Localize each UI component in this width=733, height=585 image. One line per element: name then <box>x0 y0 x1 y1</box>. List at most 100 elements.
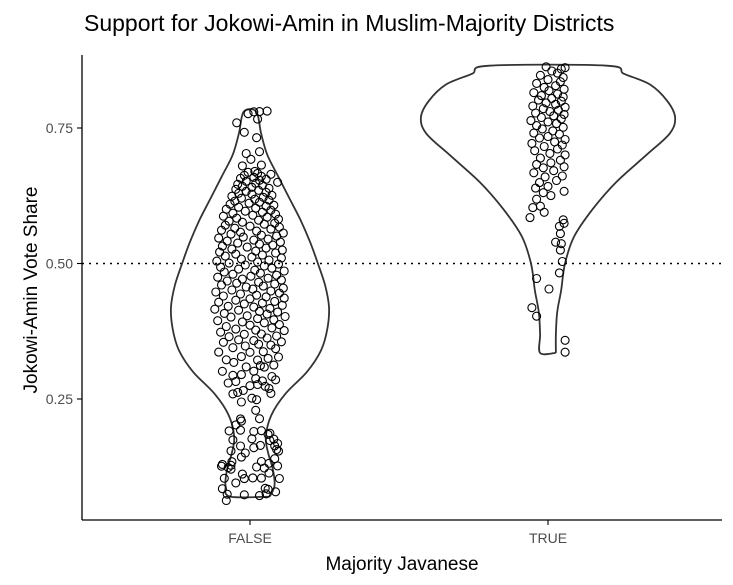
data-point <box>554 268 564 278</box>
data-point <box>235 289 246 299</box>
data-point <box>249 426 259 437</box>
data-point <box>264 468 274 478</box>
data-point <box>236 370 246 380</box>
data-point <box>268 240 278 250</box>
data-point <box>279 266 289 276</box>
data-point <box>525 213 535 223</box>
data-point <box>214 347 224 357</box>
data-point <box>227 457 237 467</box>
data-point <box>234 335 244 345</box>
data-point <box>224 258 234 268</box>
data-point <box>253 355 263 365</box>
data-point <box>228 343 238 353</box>
data-point <box>249 235 259 245</box>
data-point <box>560 150 570 160</box>
data-point <box>277 245 287 255</box>
data-point <box>236 352 246 362</box>
data-point <box>218 337 228 347</box>
data-point <box>252 395 262 405</box>
data-point <box>233 387 243 397</box>
data-point <box>543 131 553 142</box>
data-point <box>557 140 567 150</box>
data-point <box>539 207 549 217</box>
data-point <box>219 473 229 483</box>
data-point <box>269 200 279 210</box>
data-point <box>534 133 545 143</box>
data-point <box>254 491 265 501</box>
data-point <box>528 101 538 111</box>
x-tick-label: TRUE <box>529 530 567 546</box>
data-point <box>237 469 247 479</box>
data-point <box>264 195 274 205</box>
data-point <box>232 118 242 128</box>
data-point <box>255 440 265 450</box>
data-point <box>267 323 277 333</box>
data-point <box>548 126 558 136</box>
data-point <box>535 153 545 163</box>
data-point <box>242 311 252 321</box>
data-point <box>238 385 248 395</box>
data-point <box>536 112 546 123</box>
data-point <box>224 216 234 226</box>
data-point <box>231 295 241 305</box>
data-point <box>560 347 570 357</box>
data-point <box>274 320 284 330</box>
data-point <box>552 89 563 99</box>
y-tick-label: 0.25 <box>46 391 73 407</box>
data-point <box>252 462 262 472</box>
data-point <box>222 236 232 246</box>
data-point <box>256 426 266 436</box>
data-point <box>559 186 569 196</box>
data-point <box>557 256 567 267</box>
data-point <box>257 376 267 386</box>
data-point <box>231 478 241 488</box>
data-point <box>245 347 255 357</box>
data-point <box>264 255 274 265</box>
violin-true <box>419 63 677 356</box>
data-point <box>266 169 276 179</box>
data-point <box>215 247 225 257</box>
data-point <box>222 489 232 499</box>
data-point <box>242 242 252 252</box>
data-point <box>247 393 257 403</box>
data-point <box>261 489 271 499</box>
data-point <box>210 304 220 314</box>
data-point <box>256 160 266 170</box>
data-point <box>221 321 231 332</box>
data-point <box>211 287 221 297</box>
data-point <box>558 122 568 132</box>
data-point <box>254 215 264 225</box>
data-point <box>241 148 251 159</box>
data-point <box>253 257 263 267</box>
data-point <box>240 448 250 458</box>
data-point <box>527 138 537 148</box>
data-point <box>556 114 566 124</box>
data-point <box>236 397 246 407</box>
data-point <box>224 332 234 342</box>
data-point <box>272 270 282 280</box>
data-point <box>543 117 553 127</box>
data-point <box>533 95 544 105</box>
data-point <box>241 176 251 186</box>
data-point <box>253 168 263 178</box>
data-point <box>216 327 226 337</box>
data-point <box>259 261 269 271</box>
data-point <box>270 441 280 451</box>
data-point <box>547 93 557 103</box>
data-point <box>239 329 249 339</box>
data-point <box>237 274 247 284</box>
data-point <box>249 336 259 346</box>
data-point <box>254 414 265 424</box>
data-point <box>247 434 257 444</box>
data-point <box>261 292 271 302</box>
data-point <box>538 188 548 198</box>
data-point <box>265 303 275 313</box>
data-point <box>555 155 565 165</box>
data-point <box>270 296 280 306</box>
data-point <box>259 463 269 473</box>
data-point <box>255 268 265 278</box>
data-point <box>549 166 559 176</box>
data-point <box>266 286 276 296</box>
